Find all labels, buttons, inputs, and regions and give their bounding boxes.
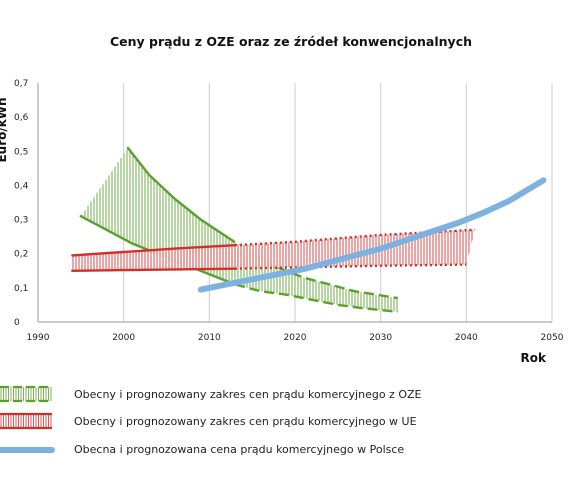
ue-range-fill [72,229,475,271]
x-tick-label: 2030 [369,333,392,343]
legend-swatch-oze [0,387,52,401]
legend-label-polska: Obecna i prognozowana cena prądu komercy… [74,443,404,456]
y-tick-label: 0,1 [14,284,28,294]
legend-item-polska: Obecna i prognozowana cena prądu komercy… [0,443,404,456]
series-oze [79,146,398,313]
oze-lower-forecast-line [234,283,398,313]
y-tick-label: 0,7 [14,79,28,89]
y-tick-label: 0,5 [14,147,28,157]
x-tick-labels: 1990 2000 2010 2020 2030 2040 2050 [27,333,564,343]
legend-swatch-ue [0,414,52,428]
ue-upper-forecast-line [234,228,475,247]
legend: Obecny i prognozowany zakres cen prądu k… [0,385,422,456]
x-tick-label: 2020 [284,333,307,343]
x-tick-label: 2040 [455,333,478,343]
legend-item-oze: Obecny i prognozowany zakres cen prądu k… [0,385,422,403]
y-tick-label: 0,6 [14,113,29,123]
x-tick-label: 2000 [112,333,135,343]
oze-range-fill [80,147,398,312]
polska-line [197,177,547,293]
ue-lower-forecast-line [234,263,467,270]
x-tick-label: 2010 [198,333,221,343]
y-tick-label: 0,4 [14,181,29,191]
x-tick-label: 2050 [541,333,564,343]
gridlines [123,83,553,322]
chart-title: Ceny prądu z OZE oraz ze źródeł konwencj… [110,34,472,49]
x-tick-label: 1990 [27,333,50,343]
ue-upper-actual-line [71,244,237,257]
y-tick-label: 0,2 [14,250,28,260]
axes [37,83,552,323]
series-polska [197,177,547,293]
y-tick-labels: 0 0,1 0,2 0,3 0,4 0,5 0,6 0,7 [14,79,29,328]
series-ue [71,228,475,272]
legend-label-ue: Obecny i prognozowany zakres cen prądu k… [74,415,417,428]
oze-upper-actual-line [126,146,228,238]
x-axis-title: Rok [521,351,547,365]
ue-lower-actual-line [71,267,237,272]
legend-item-ue: Obecny i prognozowany zakres cen prądu k… [0,412,417,430]
y-tick-label: 0 [14,318,20,328]
y-tick-label: 0,3 [14,216,28,226]
y-axis-title: Euro/kWh [0,97,9,162]
legend-label-oze: Obecny i prognozowany zakres cen prądu k… [74,388,422,401]
